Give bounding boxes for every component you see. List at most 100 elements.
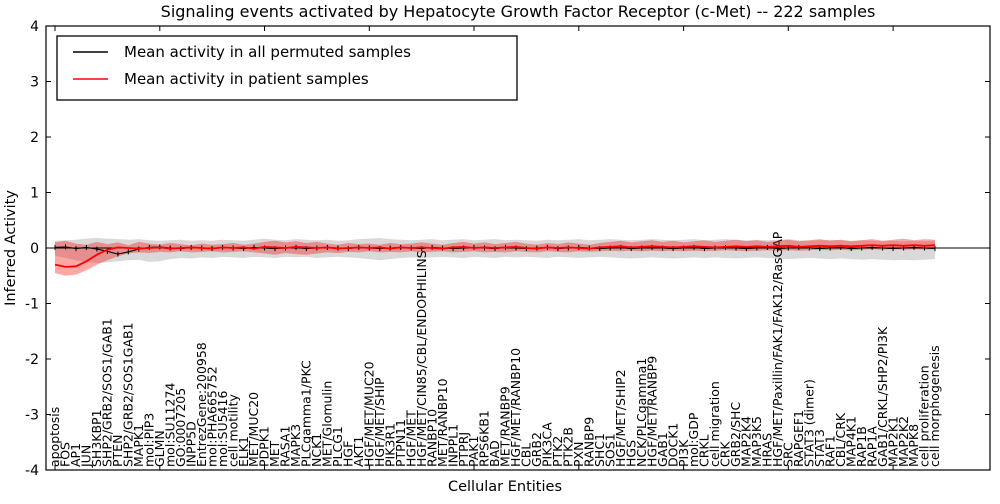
- x-tick-label: HGF/MET/MUC20: [362, 361, 377, 467]
- x-tick-label: HGF: [341, 441, 356, 467]
- y-tick-label: -3: [25, 408, 39, 424]
- legend-entry-permuted: Mean activity in all permuted samples: [124, 43, 411, 61]
- y-tick-label: 2: [30, 130, 39, 146]
- plot-frame: [45, 25, 991, 471]
- x-tick-label: HGF/MET/Paxillin/FAK1/FAK12/RasGAP: [770, 231, 785, 467]
- x-tick-label: MET/MUC20: [246, 392, 261, 467]
- x-tick-label: MAPK3: [288, 424, 303, 467]
- x-tick-label: HGF/MET/SHIP2: [613, 369, 628, 467]
- x-tick-label: SOS1: [602, 433, 617, 467]
- x-tick-label: HGF/MET/RANBP10: [508, 348, 523, 467]
- x-tick-label: PIK3R1: [382, 423, 397, 467]
- x-tick-label: MET/RANBP9: [498, 386, 513, 467]
- x-tick-label: AP1: [68, 443, 83, 467]
- patient-mean-line: [54, 244, 936, 268]
- x-tick-label: RAP1A: [864, 426, 879, 467]
- y-tick-label: -1: [25, 297, 39, 313]
- x-tick-label: GRB2/SHC: [728, 402, 743, 467]
- x-tick-label: GLMN: [152, 430, 167, 467]
- x-tick-label: CBL/CRK: [833, 412, 848, 467]
- legend-entry-patient: Mean activity in patient samples: [124, 70, 369, 88]
- x-tick-label: MAP2K1: [885, 416, 900, 467]
- x-tick-label: RPS6KB1: [477, 410, 492, 467]
- y-tick-label: -2: [25, 352, 39, 368]
- x-tick-label: FOS: [58, 442, 73, 467]
- x-tick-label: CBL: [519, 443, 534, 467]
- x-tick-label: cell migration: [707, 381, 722, 467]
- x-tick-label: SHP2/GRB2/SOS1GAB1: [121, 322, 136, 467]
- x-tick-label: HGF/MET/RANBP9: [644, 356, 659, 467]
- plot-area: apoptosisFOSAP1JUNSH3KBP1SHP2/GRB2/SOS1/…: [25, 19, 990, 479]
- x-tick-label: mol:SU5416: [215, 391, 230, 467]
- x-tick-label: STAT3 (dimer): [802, 379, 817, 467]
- x-tick-label: HRAS: [760, 433, 775, 467]
- x-tick-label: RASA1: [278, 426, 293, 467]
- x-tick-label: mol:PHA665752: [204, 366, 219, 467]
- x-tick-label: HGS: [623, 440, 638, 467]
- x-tick-label: MAP2K4: [739, 416, 754, 467]
- y-tick-label: 1: [30, 186, 39, 202]
- x-tick-label: CRKL: [697, 434, 712, 467]
- x-tick-label: JUN: [79, 445, 94, 468]
- x-tick-label: GRB2: [529, 432, 544, 467]
- x-tick-label: MAP4K1: [843, 416, 858, 467]
- x-tick-label: DOCK1: [665, 423, 680, 467]
- legend-box: [56, 35, 518, 101]
- x-tick-label: PXN: [571, 442, 586, 467]
- x-tick-label: cell motility: [225, 393, 240, 467]
- x-tick-label: mol:PIP3: [142, 413, 157, 467]
- x-axis-label: Cellular Entities: [448, 479, 562, 495]
- x-tick-label: PTK2: [550, 436, 565, 467]
- y-tick-label: -4: [25, 463, 39, 479]
- x-tick-label: MAPK1: [131, 424, 146, 467]
- x-tick-label: PI3K: [676, 439, 691, 467]
- x-tick-label: RANBP9: [582, 417, 597, 467]
- x-tick-label: NCK1: [309, 433, 324, 467]
- x-tick-label: GO:0007205: [173, 388, 188, 467]
- x-tick-label: apoptosis: [47, 407, 62, 467]
- x-tick-label: mol:GDP: [686, 412, 701, 467]
- x-tick-label: BAD: [487, 440, 502, 467]
- x-tick-label: MAP3K5: [749, 416, 764, 467]
- y-tick-label: 4: [30, 19, 39, 35]
- x-tick-label: CRK: [718, 441, 733, 467]
- x-tick-label: PIK3CA: [540, 422, 555, 467]
- legend: Mean activity in all permuted samples Me…: [56, 35, 518, 101]
- x-tick-label: STAT3: [812, 429, 827, 467]
- x-tick-label: SHP2/GRB2/SOS1/GAB1: [100, 318, 115, 467]
- x-tick-label: ELK1: [236, 436, 251, 467]
- x-tick-label: MET: [267, 440, 282, 467]
- x-tick-label: PLCgamma1/PKC: [299, 360, 314, 467]
- x-tick-label: MAPK8: [906, 424, 921, 467]
- plot-title: Signaling events activated by Hepatocyte…: [161, 2, 876, 21]
- y-tick-label: 0: [30, 241, 39, 257]
- x-tick-label: PTK2B: [561, 427, 576, 467]
- x-tick-label: HGF/MET: [403, 410, 418, 467]
- y-tick-label: 3: [30, 75, 39, 91]
- x-tick-label: PTPRJ: [456, 432, 471, 467]
- x-tick-label: RANBP10: [424, 409, 439, 467]
- x-tick-label: MET/Glomulin: [320, 381, 335, 467]
- x-tick-label: GAB1/CRKL/SHP2/PI3K: [875, 326, 890, 467]
- x-tick-label: RAF1: [822, 435, 837, 467]
- x-tick-label: cell morphogenesis: [927, 345, 942, 467]
- x-tick-label: PAK1: [466, 436, 481, 467]
- x-tick-label: cell proliferation: [917, 365, 932, 467]
- x-tick-label: PTPN11: [393, 419, 408, 467]
- x-tick-label: MAP2K2: [896, 416, 911, 467]
- x-tick-label: PLCG1: [330, 426, 345, 467]
- x-tick-label: GAB1: [655, 432, 670, 467]
- x-tick-label: mol:SU11274: [162, 383, 177, 467]
- x-tick-label: SHC1: [592, 433, 607, 467]
- x-tick-label: NCK/PLCgamma1: [634, 358, 649, 467]
- x-tick-label: RAPGEF1: [791, 410, 806, 467]
- x-tick-label: INPPL1: [445, 424, 460, 467]
- x-tick-label: SRC: [781, 442, 796, 467]
- x-tick-label: HGF/MET/CIN85/CBL/ENDOPHILINS: [414, 250, 429, 467]
- x-tick-label: RAP1B: [854, 426, 869, 467]
- x-tick-label: PDPK1: [257, 426, 272, 467]
- x-tick-label: HGF/MET/SHIP: [372, 377, 387, 467]
- x-tick-label: EntrezGene:200958: [194, 342, 209, 467]
